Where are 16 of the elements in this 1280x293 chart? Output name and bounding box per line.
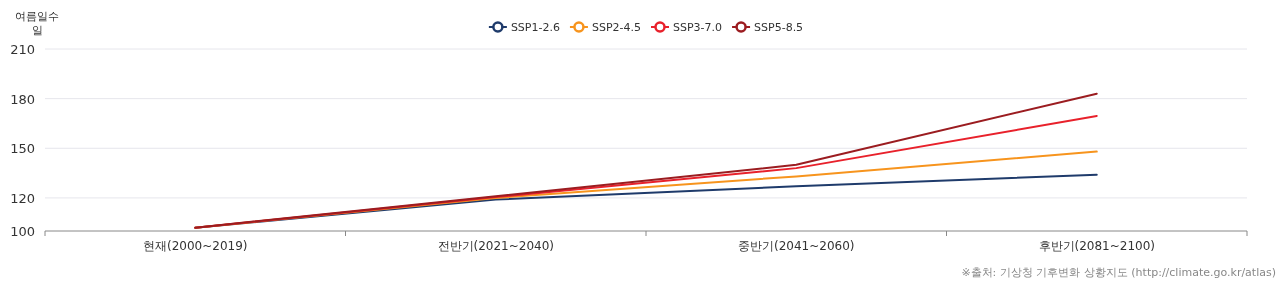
y-tick-label: 100 (10, 224, 35, 239)
x-tick-label: 전반기(2021~2040) (437, 239, 554, 253)
x-tick-label: 중반기(2041~2060) (738, 239, 855, 253)
y-tick-label: 210 (10, 42, 35, 57)
y-tick-label: 180 (10, 91, 35, 107)
y-tick-label: 120 (10, 190, 35, 206)
legend-label: SSP1-2.6 (510, 21, 560, 34)
y-axis-title: 여름일수 일 (15, 10, 59, 37)
x-tick-label: 후반기(2081~2100) (1038, 239, 1155, 253)
line-series (194, 92, 1098, 229)
y-tick-label: 150 (10, 141, 35, 157)
text: ※출처: 기상청 기후변화 상황지도 (http://climate.go.kr/atlas) (961, 266, 1276, 279)
legend-label: SSP3-7.0 (673, 21, 723, 34)
x-tick-label: 현재(2000~2019) (143, 239, 248, 253)
legend-label: SSP5-8.5 (754, 21, 804, 34)
legend-label: SSP2-4.5 (591, 21, 641, 34)
